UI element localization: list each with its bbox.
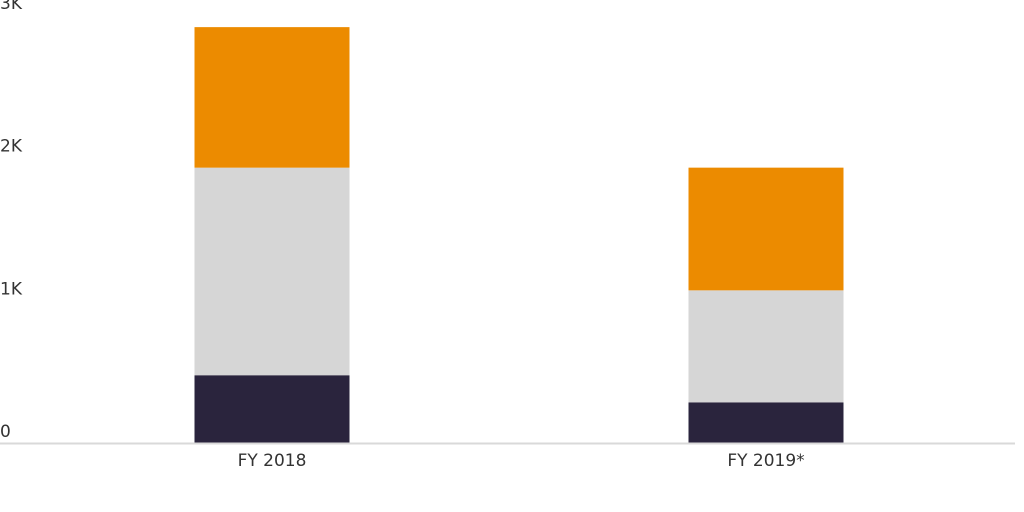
bar-segment-1-2 <box>688 167 844 291</box>
bars-group <box>194 27 844 443</box>
y-tick-label: 0 <box>0 422 11 442</box>
bar-segment-1-1 <box>688 290 844 403</box>
bar-segment-1-0 <box>688 402 844 443</box>
y-tick-label: 1K <box>0 279 23 299</box>
bar-segment-0-2 <box>194 27 350 168</box>
y-axis-ticks: 0 1K 2K 3K <box>0 0 23 442</box>
bar-segment-0-1 <box>194 167 350 376</box>
y-tick-label: 2K <box>0 137 23 157</box>
x-tick-label: FY 2019* <box>727 451 804 471</box>
x-axis-ticks: FY 2018 FY 2019* <box>238 451 805 471</box>
x-tick-label: FY 2018 <box>238 451 307 471</box>
bar-segment-0-0 <box>194 375 350 443</box>
y-tick-label: 3K <box>0 0 23 14</box>
